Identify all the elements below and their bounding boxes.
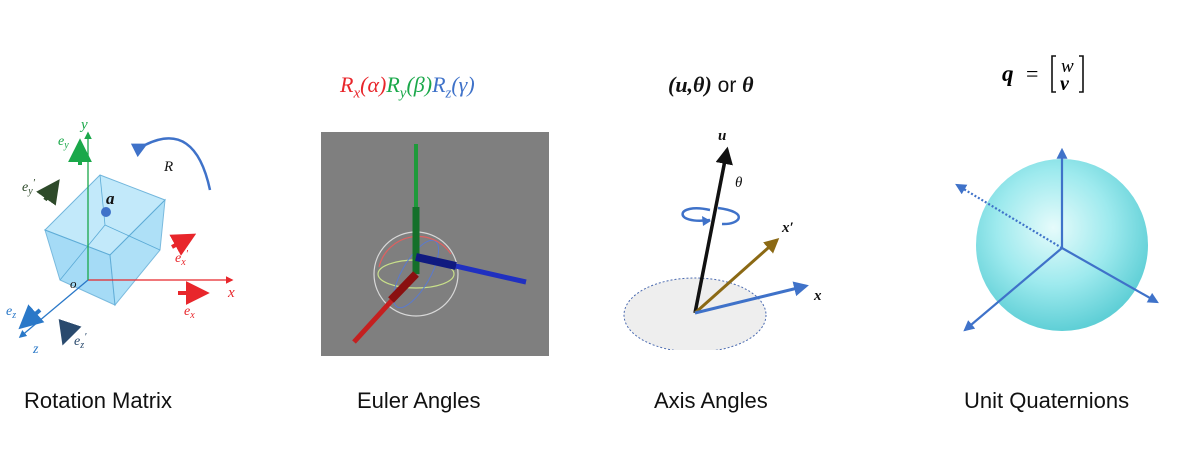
x-label: x [227, 285, 235, 301]
rotation-matrix-diagram: y ey ey′ a R o x ex ex′ ez z ez′ [6, 117, 235, 357]
x-label: x [813, 288, 822, 304]
rotated-cube [44, 174, 166, 307]
z-label: z [32, 342, 39, 357]
ez-prime-label: ez′ [74, 331, 87, 351]
right-bracket [1079, 55, 1084, 93]
base-ellipse [623, 277, 767, 350]
title-unit-quaternions: Unit Quaternions [964, 388, 1130, 413]
ry-term: Ry(β) [386, 72, 433, 102]
title-euler-angles: Euler Angles [357, 388, 481, 413]
q-symbol: q [1002, 61, 1014, 86]
euler-formula: Rx(α)Ry(β)Rz(γ) [340, 72, 475, 102]
w-component: w [1061, 56, 1074, 77]
ey-label: ey [58, 134, 69, 151]
y-label: y [79, 117, 88, 133]
axis-angle-diagram: u θ x′ x [623, 128, 822, 350]
point-a [101, 207, 111, 217]
axis-angle-formula: (u,θ) or θ [668, 72, 754, 98]
left-bracket [1051, 55, 1056, 93]
quaternion-formula: q = w v [1000, 50, 1100, 102]
ex-prime-label: ex′ [175, 248, 189, 268]
theta-vector: θ [742, 72, 754, 97]
euler-x-handle [388, 271, 419, 303]
origin-label: o [70, 276, 77, 291]
rotation-arrow [681, 206, 741, 226]
equals-sign: = [1026, 61, 1038, 86]
left-axis [963, 247, 1063, 332]
z-axis-line [18, 279, 89, 339]
x-prime-vector [694, 238, 780, 315]
euler-angles-render [321, 132, 549, 356]
ez-prime-vector [58, 318, 82, 346]
or-word: or [711, 74, 743, 97]
title-rotation-matrix: Rotation Matrix [24, 388, 172, 413]
euler-z-handle [415, 253, 457, 270]
pitch-ring [392, 239, 440, 309]
title-axis-angles: Axis Angles [654, 388, 768, 413]
rotation-arc [130, 137, 212, 191]
rz-term: Rz(γ) [432, 72, 475, 102]
gray-viewport [321, 132, 549, 356]
roll-ring [378, 235, 452, 268]
ey-prime-vector [36, 179, 60, 206]
right-axis [1061, 247, 1159, 304]
theta-label: θ [735, 175, 743, 191]
x-prime-label: x′ [781, 220, 794, 236]
ex-label: ex [184, 304, 195, 321]
u-label: u [718, 128, 726, 144]
u-theta-pair: (u,θ) [668, 72, 712, 97]
rotation-arrowhead [702, 216, 711, 226]
x-vector [694, 281, 809, 315]
quaternion-expression: q = w v [1002, 55, 1084, 95]
ex-prime-vector [169, 233, 197, 256]
rx-term: Rx(α) [340, 72, 387, 102]
quaternion-sphere-diagram [955, 147, 1159, 332]
ez-label: ez [6, 304, 16, 321]
u-axis-vector [693, 146, 733, 314]
ez-vector [18, 304, 45, 330]
R-label: R [163, 159, 173, 175]
ey-prime-label: ey′ [22, 177, 36, 197]
v-component: v [1060, 73, 1070, 95]
a-label: a [106, 189, 115, 208]
dotted-vector [955, 183, 1063, 249]
